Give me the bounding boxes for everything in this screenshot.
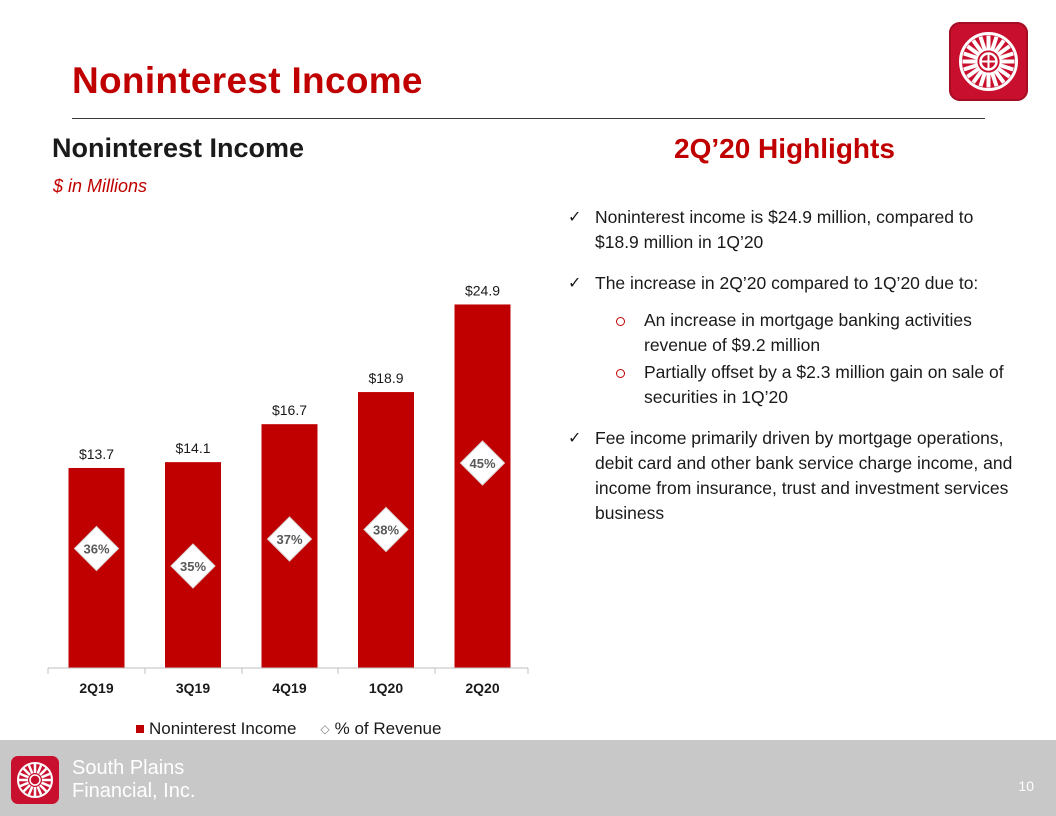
check-icon: ✓ bbox=[568, 275, 582, 292]
logo-ray bbox=[39, 784, 48, 793]
logo-ray bbox=[22, 784, 31, 793]
logo-ray bbox=[993, 69, 1006, 84]
legend-label-percent-of-revenue: % of Revenue bbox=[334, 719, 442, 738]
percent-label-2Q19: 36% bbox=[83, 542, 109, 557]
percent-marker-4Q19: 37% bbox=[266, 516, 313, 562]
percent-marker-2Q20: 45% bbox=[459, 440, 506, 486]
chart-legend: Noninterest Income ◇ % of Revenue bbox=[136, 719, 441, 739]
highlight-sub-text-2: Partially offset by a $2.3 million gain … bbox=[644, 362, 1004, 407]
page-number: 10 bbox=[1018, 778, 1034, 794]
highlight-text-3: Fee income primarily driven by mortgage … bbox=[595, 428, 1013, 523]
highlights-title: 2Q’20 Highlights bbox=[674, 133, 895, 164]
highlight-text-2: The increase in 2Q’20 compared to 1Q’20 … bbox=[595, 273, 979, 293]
highlight-bullet-2: ✓ The increase in 2Q’20 compared to 1Q’2… bbox=[568, 271, 1020, 296]
noninterest-income-chart: $13.7 $14.1 $16.7 $18.9 $24.9 36% 35% 37% 38% 45… bbox=[47, 282, 529, 696]
highlight-bullet-3: ✓ Fee income primarily driven by mortgag… bbox=[568, 426, 1020, 526]
highlight-sub-bullet-2: Partially offset by a $2.3 million gain … bbox=[568, 360, 1020, 410]
logo-ray bbox=[36, 764, 43, 775]
highlight-sub-text-1: An increase in mortgage banking activiti… bbox=[644, 310, 972, 355]
logo-ray bbox=[989, 36, 999, 52]
x-tick-label-1Q20: 1Q20 bbox=[369, 680, 403, 696]
company-logo-icon bbox=[949, 22, 1028, 101]
highlight-sub-bullet-1: An increase in mortgage banking activiti… bbox=[568, 308, 1020, 358]
logo-ray bbox=[998, 51, 1014, 61]
value-label-2Q19: $13.7 bbox=[79, 446, 114, 462]
logo-ray bbox=[27, 764, 34, 775]
chart-section-title: Noninterest Income bbox=[52, 133, 305, 163]
logo-ray bbox=[978, 71, 988, 87]
logo-ray bbox=[996, 66, 1011, 79]
highlight-bullet-1: ✓ Noninterest income is $24.9 million, c… bbox=[568, 205, 1020, 255]
highlights-list: ✓ Noninterest income is $24.9 million, c… bbox=[568, 205, 1020, 526]
diamond-marker bbox=[170, 543, 216, 589]
logo-ray bbox=[978, 36, 988, 52]
x-tick-label-2Q20: 2Q20 bbox=[465, 680, 499, 696]
bar-2Q20 bbox=[454, 304, 511, 668]
logo-ray bbox=[963, 51, 979, 61]
circle-bullet-icon bbox=[616, 369, 625, 378]
logo-ray bbox=[40, 772, 51, 779]
percent-marker-2Q19: 36% bbox=[73, 525, 120, 572]
diamond-marker bbox=[73, 525, 120, 572]
logo-ray bbox=[996, 44, 1011, 57]
logo-ray bbox=[39, 767, 48, 776]
diamond-marker bbox=[363, 506, 409, 553]
value-label-1Q20: $18.9 bbox=[368, 370, 403, 386]
footer-bar: South Plains Financial, Inc. 10 bbox=[0, 740, 1056, 816]
legend-label-noninterest-income: Noninterest Income bbox=[149, 719, 297, 738]
logo-ray bbox=[971, 39, 984, 54]
legend-bar-swatch bbox=[136, 725, 144, 733]
logo-ray bbox=[993, 39, 1006, 54]
sunburst-logo-icon bbox=[17, 762, 53, 798]
diamond-marker bbox=[266, 516, 313, 562]
check-icon: ✓ bbox=[568, 209, 582, 226]
logo-ray bbox=[966, 44, 981, 57]
sunburst-logo-icon bbox=[959, 32, 1018, 91]
logo-ray bbox=[40, 781, 51, 788]
page-title: Noninterest Income bbox=[72, 60, 423, 101]
footer-company-name: South Plains Financial, Inc. bbox=[72, 757, 195, 803]
footer-company-line-2: Financial, Inc. bbox=[72, 780, 196, 802]
logo-ray bbox=[989, 71, 999, 87]
logo-ray bbox=[971, 69, 984, 84]
percent-label-3Q19: 35% bbox=[180, 559, 206, 574]
percent-label-4Q19: 37% bbox=[276, 532, 302, 547]
percent-marker-1Q20: 38% bbox=[363, 506, 409, 553]
footer-logo-icon bbox=[11, 756, 59, 804]
diamond-icon: ◇ bbox=[320, 722, 330, 736]
title-divider bbox=[72, 118, 985, 119]
highlight-text-1: Noninterest income is $24.9 million, com… bbox=[595, 207, 974, 252]
footer-company-line-1: South Plains bbox=[72, 757, 185, 779]
logo-ray bbox=[36, 785, 43, 796]
legend-item-percent-of-revenue: ◇ % of Revenue bbox=[320, 719, 441, 739]
circle-bullet-icon bbox=[616, 317, 625, 326]
x-tick-label-2Q19: 2Q19 bbox=[79, 680, 113, 696]
check-icon: ✓ bbox=[568, 430, 582, 447]
percent-marker-3Q19: 35% bbox=[170, 543, 216, 589]
x-tick-label-3Q19: 3Q19 bbox=[176, 680, 210, 696]
value-label-2Q20: $24.9 bbox=[465, 282, 500, 298]
logo-ray bbox=[963, 62, 979, 72]
logo-ray bbox=[966, 66, 981, 79]
logo-ray bbox=[19, 781, 30, 788]
logo-ray bbox=[27, 785, 34, 796]
diamond-marker bbox=[459, 440, 506, 486]
logo-ray bbox=[22, 767, 31, 776]
legend-item-noninterest-income: Noninterest Income bbox=[136, 719, 296, 739]
percent-label-2Q20: 45% bbox=[469, 456, 495, 471]
logo-ray bbox=[19, 772, 30, 779]
value-label-4Q19: $16.7 bbox=[272, 402, 307, 418]
logo-ray bbox=[998, 62, 1014, 72]
units-label: $ in Millions bbox=[53, 176, 148, 196]
x-tick-label-4Q19: 4Q19 bbox=[272, 680, 306, 696]
value-label-3Q19: $14.1 bbox=[175, 440, 210, 456]
percent-label-1Q20: 38% bbox=[373, 523, 399, 538]
